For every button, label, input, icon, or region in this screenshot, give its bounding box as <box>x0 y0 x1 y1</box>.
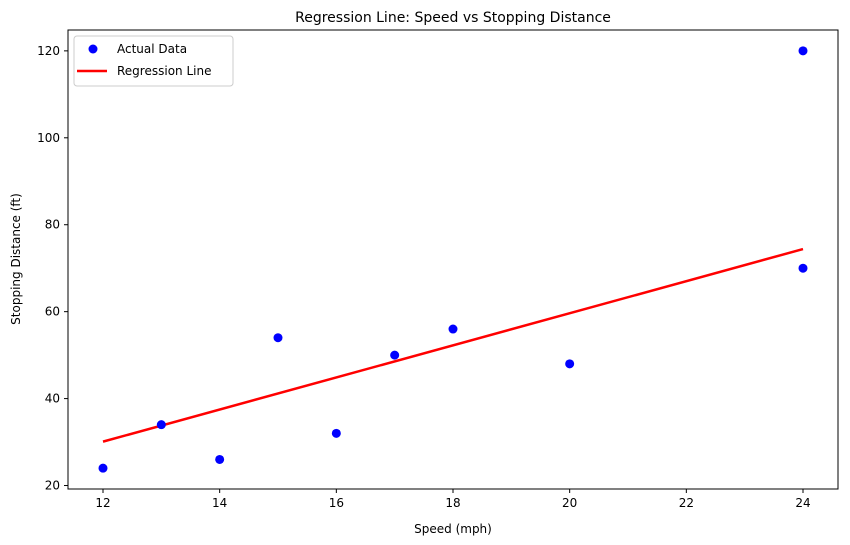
plot-frame <box>67 29 839 490</box>
legend-label-regression-line: Regression Line <box>117 64 211 78</box>
data-point <box>331 428 341 438</box>
x-tick-label: 22 <box>679 496 694 510</box>
y-tick-label: 120 <box>37 44 60 58</box>
data-point <box>798 263 808 273</box>
y-tick-label: 20 <box>45 479 60 493</box>
x-tick-label: 16 <box>329 496 344 510</box>
x-axis: 12 14 16 18 20 22 24 <box>95 489 811 510</box>
legend-label-actual-data: Actual Data <box>117 42 187 56</box>
y-axis: 20 40 60 80 100 120 <box>37 44 68 493</box>
regression-line <box>102 247 804 443</box>
x-axis-label: Speed (mph) <box>414 522 492 536</box>
y-tick-label: 100 <box>37 131 60 145</box>
data-point <box>798 46 808 56</box>
x-tick-label: 18 <box>445 496 460 510</box>
data-point <box>390 350 400 360</box>
chart-title: Regression Line: Speed vs Stopping Dista… <box>295 10 611 26</box>
data-point <box>565 359 575 369</box>
y-tick-label: 80 <box>45 218 60 232</box>
data-point <box>273 333 283 343</box>
legend-marker-actual-data <box>88 44 98 54</box>
data-point <box>156 420 166 430</box>
series-layer <box>98 46 808 473</box>
x-tick-label: 20 <box>562 496 577 510</box>
plot-area: 12 14 16 18 20 22 24 20 40 60 80 100 120 <box>37 29 839 510</box>
y-axis-label: Stopping Distance (ft) <box>9 193 23 325</box>
y-tick-label: 40 <box>45 392 60 406</box>
legend-box <box>73 35 234 87</box>
data-point <box>448 324 458 334</box>
data-point <box>98 463 108 473</box>
x-tick-label: 24 <box>795 496 810 510</box>
x-tick-label: 12 <box>95 496 110 510</box>
y-tick-label: 60 <box>45 305 60 319</box>
x-tick-label: 14 <box>212 496 227 510</box>
data-point <box>215 454 225 464</box>
legend: Actual Data Regression Line <box>73 35 234 87</box>
